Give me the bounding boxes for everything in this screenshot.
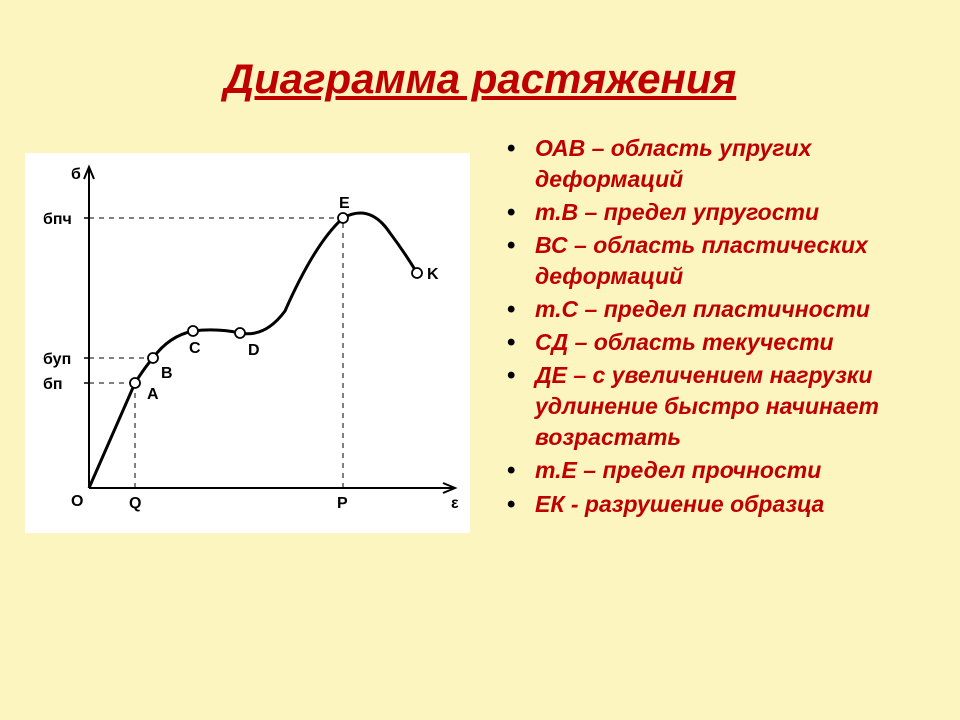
svg-text:бп: бп (43, 376, 63, 393)
svg-text:B: B (161, 365, 173, 382)
diagram-svg: б ε бп буп бпч Q P O ABC D E K (25, 153, 470, 533)
list-item: т.Е – предел прочности (507, 455, 940, 486)
page-title: Диаграмма растяжения (0, 0, 960, 133)
svg-text:A: A (147, 386, 159, 403)
svg-text:C: C (189, 340, 201, 357)
svg-text:E: E (339, 195, 350, 212)
list-item: ВС – область пластических деформаций (507, 230, 940, 292)
list-item: ДЕ – с увеличением нагрузки удлинение бы… (507, 360, 940, 453)
svg-text:б: б (71, 166, 81, 183)
svg-text:P: P (337, 495, 348, 512)
list-item: т.С – предел пластичности (507, 294, 940, 325)
svg-text:K: K (427, 266, 439, 283)
svg-text:D: D (248, 342, 260, 359)
svg-text:бпч: бпч (43, 211, 72, 228)
list-item: СД – область текучести (507, 327, 940, 358)
list-item: т.В – предел упругости (507, 197, 940, 228)
list-item: ОАВ – область упругих деформаций (507, 133, 940, 195)
legend-list: ОАВ – область упругих деформаций т.В – п… (470, 133, 940, 533)
svg-text:O: O (71, 493, 83, 510)
svg-text:Q: Q (129, 495, 141, 512)
bullet-list: ОАВ – область упругих деформаций т.В – п… (507, 133, 940, 520)
svg-text:буп: буп (43, 351, 71, 368)
stress-strain-diagram: б ε бп буп бпч Q P O ABC D E K (25, 153, 470, 533)
list-item: ЕК - разрушение образца (507, 489, 940, 520)
svg-text:ε: ε (451, 495, 459, 512)
content-row: б ε бп буп бпч Q P O ABC D E K ОАВ – область упруги… (0, 133, 960, 533)
